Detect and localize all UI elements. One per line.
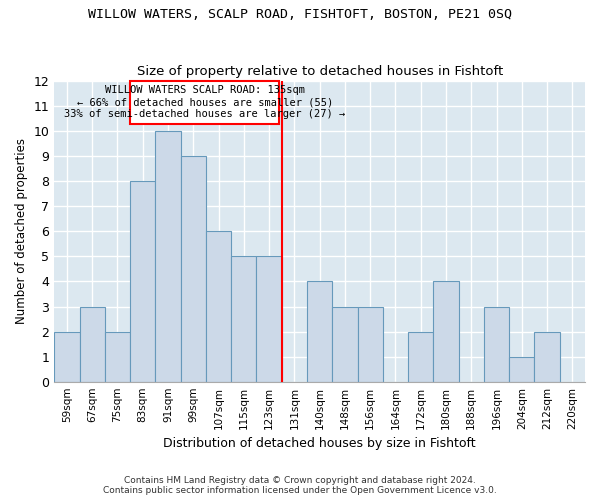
Bar <box>130 182 155 382</box>
Text: WILLOW WATERS SCALP ROAD: 135sqm: WILLOW WATERS SCALP ROAD: 135sqm <box>104 86 305 96</box>
Bar <box>105 332 130 382</box>
Bar <box>231 256 256 382</box>
Y-axis label: Number of detached properties: Number of detached properties <box>15 138 28 324</box>
X-axis label: Distribution of detached houses by size in Fishtoft: Distribution of detached houses by size … <box>163 437 476 450</box>
Text: Contains HM Land Registry data © Crown copyright and database right 2024.
Contai: Contains HM Land Registry data © Crown c… <box>103 476 497 495</box>
Text: WILLOW WATERS, SCALP ROAD, FISHTOFT, BOSTON, PE21 0SQ: WILLOW WATERS, SCALP ROAD, FISHTOFT, BOS… <box>88 8 512 20</box>
Bar <box>181 156 206 382</box>
Bar <box>54 332 80 382</box>
Bar <box>80 306 105 382</box>
Bar <box>535 332 560 382</box>
Bar <box>307 282 332 382</box>
Bar <box>484 306 509 382</box>
Bar <box>206 232 231 382</box>
Bar <box>358 306 383 382</box>
Bar <box>130 81 279 124</box>
Bar <box>433 282 458 382</box>
Bar <box>256 256 282 382</box>
Title: Size of property relative to detached houses in Fishtoft: Size of property relative to detached ho… <box>137 66 503 78</box>
Bar <box>332 306 358 382</box>
Text: 33% of semi-detached houses are larger (27) →: 33% of semi-detached houses are larger (… <box>64 110 345 120</box>
Bar <box>509 356 535 382</box>
Bar <box>155 131 181 382</box>
Text: ← 66% of detached houses are smaller (55): ← 66% of detached houses are smaller (55… <box>77 98 333 108</box>
Bar <box>408 332 433 382</box>
